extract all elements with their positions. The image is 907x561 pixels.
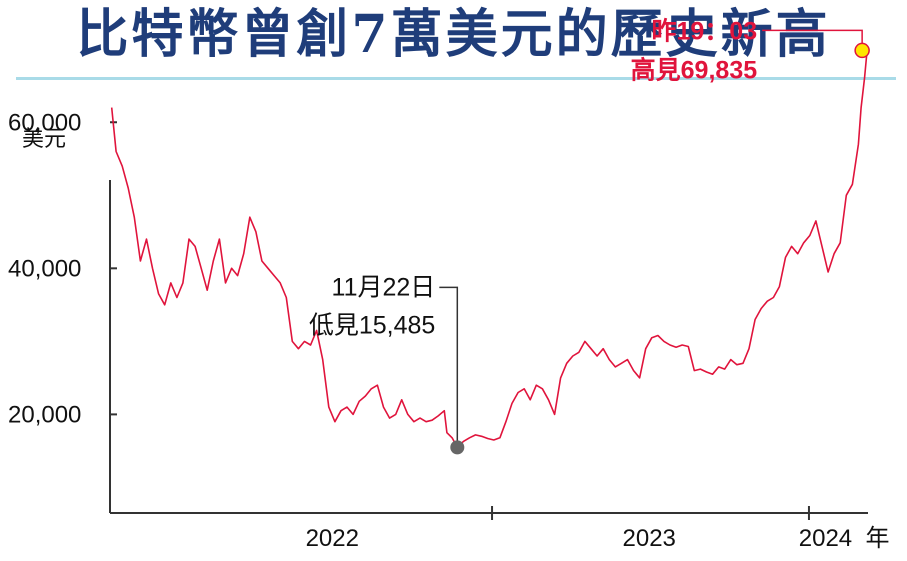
- x-axis-unit-label: 年: [865, 525, 889, 552]
- low-point-marker: [450, 440, 465, 455]
- low-annotation-text: 11月22日: [332, 273, 436, 301]
- high-point-marker: [854, 42, 870, 59]
- price-series-line: [110, 50, 868, 449]
- high-callout-leader: [762, 29, 863, 51]
- y-tick-label: 20,000: [8, 401, 81, 428]
- title-rule: [16, 77, 896, 80]
- high-annotation-text: 高見69,835: [631, 55, 758, 84]
- y-tick-label: 60,000: [8, 109, 81, 136]
- page-title: 比特幣曾創7萬美元的歷史新高: [76, 4, 831, 65]
- x-tick-label: 2024: [799, 525, 852, 552]
- x-tick-label: 2022: [306, 525, 359, 552]
- high-annotation-text: 昨19：03: [652, 17, 758, 45]
- y-axis-unit-label: 美元: [22, 126, 66, 151]
- x-tick-label: 2023: [623, 525, 676, 552]
- low-annotation-text: 低見15,485: [309, 311, 435, 339]
- y-tick-label: 40,000: [8, 255, 81, 282]
- low-callout-leader: [439, 286, 459, 448]
